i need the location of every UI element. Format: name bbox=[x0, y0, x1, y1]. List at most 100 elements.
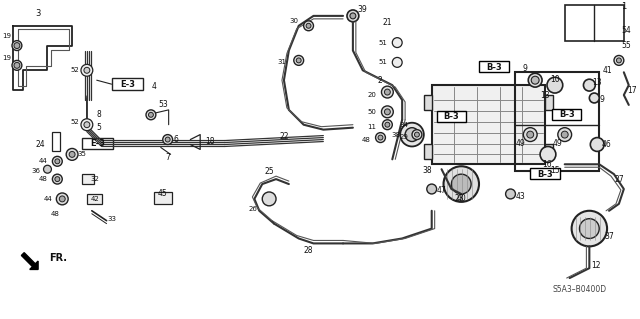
Text: 17: 17 bbox=[627, 85, 637, 94]
Circle shape bbox=[146, 110, 156, 120]
Text: B-3: B-3 bbox=[537, 170, 553, 179]
Circle shape bbox=[558, 128, 572, 142]
Circle shape bbox=[392, 57, 402, 67]
Bar bbox=[87, 194, 102, 204]
Text: 7: 7 bbox=[165, 153, 170, 162]
Circle shape bbox=[527, 131, 534, 138]
Text: 2: 2 bbox=[378, 76, 383, 85]
Text: 28: 28 bbox=[304, 246, 314, 255]
Circle shape bbox=[451, 174, 471, 194]
Text: 51: 51 bbox=[378, 59, 387, 65]
Text: 54: 54 bbox=[621, 26, 630, 35]
Text: 32: 32 bbox=[90, 176, 99, 182]
Bar bbox=[479, 61, 509, 72]
Text: 16: 16 bbox=[542, 160, 552, 169]
Text: 52: 52 bbox=[70, 119, 79, 125]
Text: 24: 24 bbox=[36, 140, 45, 149]
Text: 48: 48 bbox=[51, 211, 60, 217]
Bar bbox=[515, 72, 599, 171]
Bar bbox=[82, 174, 94, 184]
Circle shape bbox=[427, 184, 436, 194]
Bar bbox=[154, 192, 172, 204]
Bar bbox=[424, 95, 432, 110]
Circle shape bbox=[148, 112, 154, 117]
Circle shape bbox=[347, 10, 359, 22]
Circle shape bbox=[540, 146, 556, 162]
Text: 5: 5 bbox=[96, 123, 101, 132]
Circle shape bbox=[444, 166, 479, 202]
Circle shape bbox=[296, 58, 301, 63]
Circle shape bbox=[12, 41, 22, 50]
Circle shape bbox=[524, 128, 537, 142]
Text: 8: 8 bbox=[97, 110, 101, 119]
Circle shape bbox=[14, 43, 20, 48]
Text: 4: 4 bbox=[152, 82, 156, 91]
Text: FR.: FR. bbox=[49, 253, 67, 263]
Circle shape bbox=[381, 86, 394, 98]
Text: 26: 26 bbox=[248, 206, 257, 212]
Text: S5A3–B0400D: S5A3–B0400D bbox=[552, 286, 607, 294]
Text: 27: 27 bbox=[614, 174, 624, 184]
Circle shape bbox=[579, 219, 599, 239]
Text: E-3: E-3 bbox=[120, 80, 135, 89]
Circle shape bbox=[52, 156, 62, 166]
Text: 50: 50 bbox=[367, 109, 376, 115]
Text: 20: 20 bbox=[367, 92, 376, 98]
Text: 49: 49 bbox=[515, 139, 525, 148]
Text: 49: 49 bbox=[553, 139, 563, 148]
Text: 13: 13 bbox=[540, 91, 550, 100]
Circle shape bbox=[294, 56, 303, 65]
Bar bbox=[564, 5, 624, 41]
Text: 9: 9 bbox=[600, 95, 605, 105]
Circle shape bbox=[84, 67, 90, 73]
Bar bbox=[552, 109, 582, 120]
Text: 15: 15 bbox=[550, 166, 559, 175]
Text: 23: 23 bbox=[454, 194, 464, 204]
Circle shape bbox=[84, 122, 90, 128]
Circle shape bbox=[616, 58, 621, 63]
Circle shape bbox=[56, 193, 68, 205]
Text: 35: 35 bbox=[77, 152, 86, 157]
Text: 46: 46 bbox=[601, 140, 611, 149]
Circle shape bbox=[81, 119, 93, 131]
Circle shape bbox=[52, 174, 62, 184]
Text: 19: 19 bbox=[2, 56, 11, 62]
Circle shape bbox=[561, 131, 568, 138]
Circle shape bbox=[412, 130, 422, 139]
Text: 25: 25 bbox=[264, 167, 274, 176]
Text: 11: 11 bbox=[367, 124, 376, 130]
Circle shape bbox=[60, 196, 65, 202]
Text: 38: 38 bbox=[422, 166, 431, 175]
Text: 53: 53 bbox=[159, 100, 168, 109]
Bar bbox=[545, 95, 553, 110]
Bar bbox=[111, 78, 143, 90]
Text: 13: 13 bbox=[593, 78, 602, 87]
Circle shape bbox=[584, 79, 595, 91]
Text: 37: 37 bbox=[604, 232, 614, 241]
Text: 19: 19 bbox=[2, 33, 11, 39]
Text: 29: 29 bbox=[399, 134, 408, 140]
Circle shape bbox=[531, 76, 539, 84]
Text: 38: 38 bbox=[391, 132, 400, 137]
Text: 45: 45 bbox=[158, 189, 168, 198]
Circle shape bbox=[572, 211, 607, 246]
Circle shape bbox=[547, 77, 563, 93]
Text: 22: 22 bbox=[279, 132, 289, 141]
Circle shape bbox=[506, 189, 515, 199]
Text: 39: 39 bbox=[358, 5, 367, 14]
Bar bbox=[432, 85, 545, 164]
Circle shape bbox=[163, 135, 173, 145]
Text: E-3: E-3 bbox=[90, 139, 105, 148]
Circle shape bbox=[12, 60, 22, 70]
Text: 30: 30 bbox=[290, 18, 299, 24]
Circle shape bbox=[415, 132, 419, 137]
Circle shape bbox=[55, 177, 60, 182]
Bar bbox=[530, 168, 560, 179]
Text: B-3: B-3 bbox=[486, 63, 502, 72]
Bar bbox=[436, 111, 466, 122]
Text: 31: 31 bbox=[278, 59, 287, 65]
Text: 52: 52 bbox=[70, 67, 79, 73]
Text: 34: 34 bbox=[399, 122, 408, 128]
Text: 48: 48 bbox=[362, 137, 371, 143]
Text: 41: 41 bbox=[602, 66, 612, 75]
